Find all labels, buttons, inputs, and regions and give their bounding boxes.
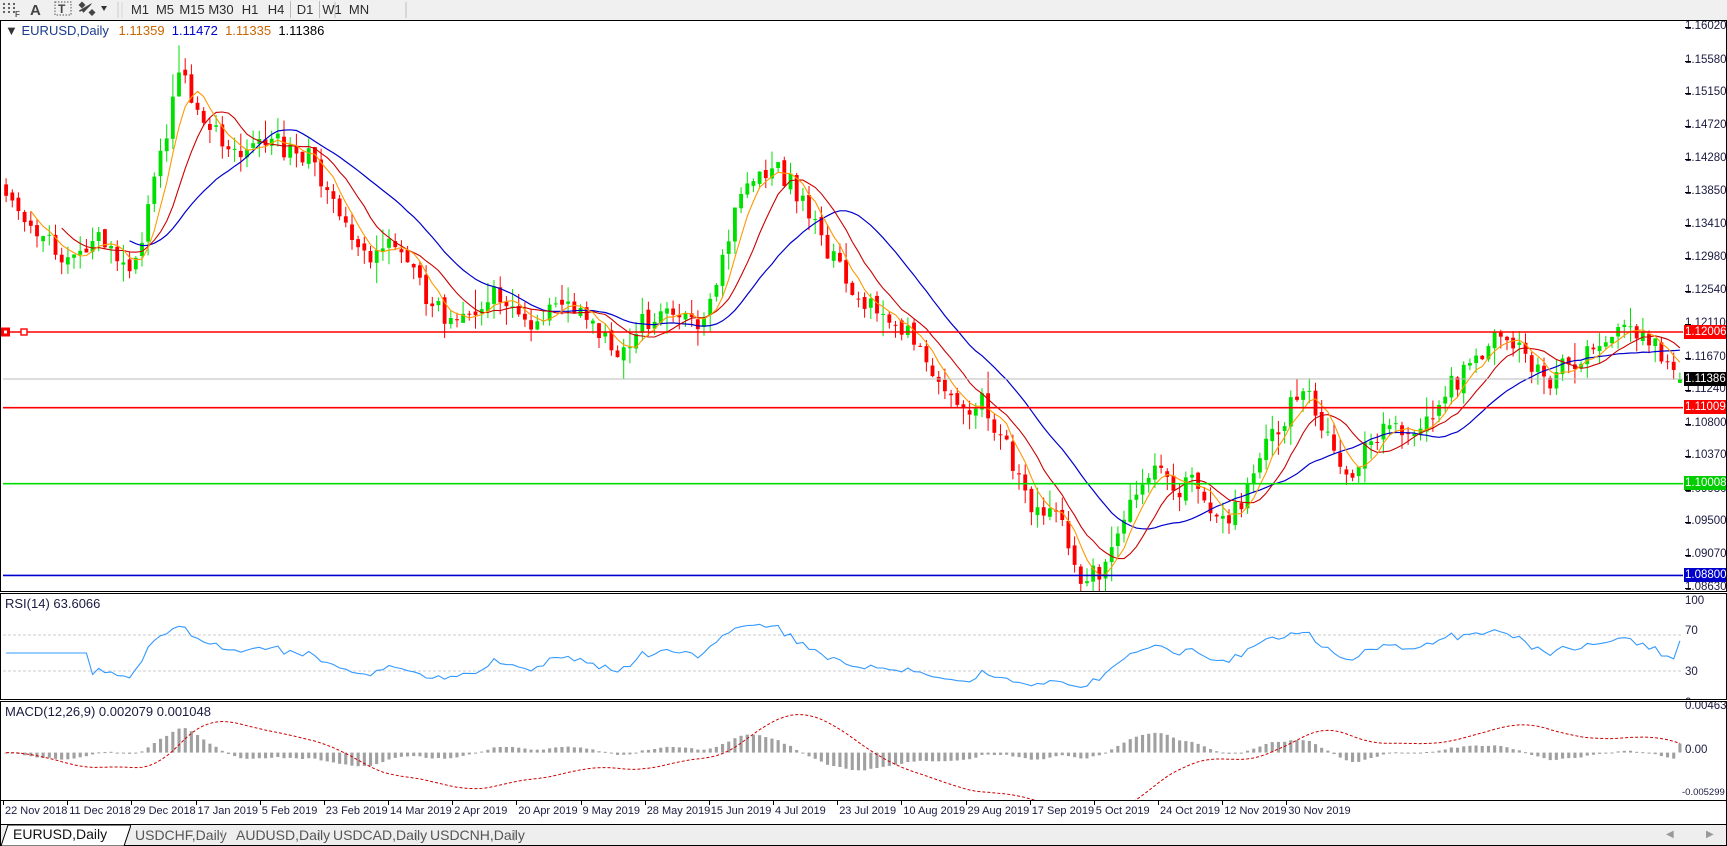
- svg-text:F: F: [15, 10, 20, 19]
- svg-text:T: T: [58, 2, 66, 16]
- svg-text:A: A: [30, 2, 41, 19]
